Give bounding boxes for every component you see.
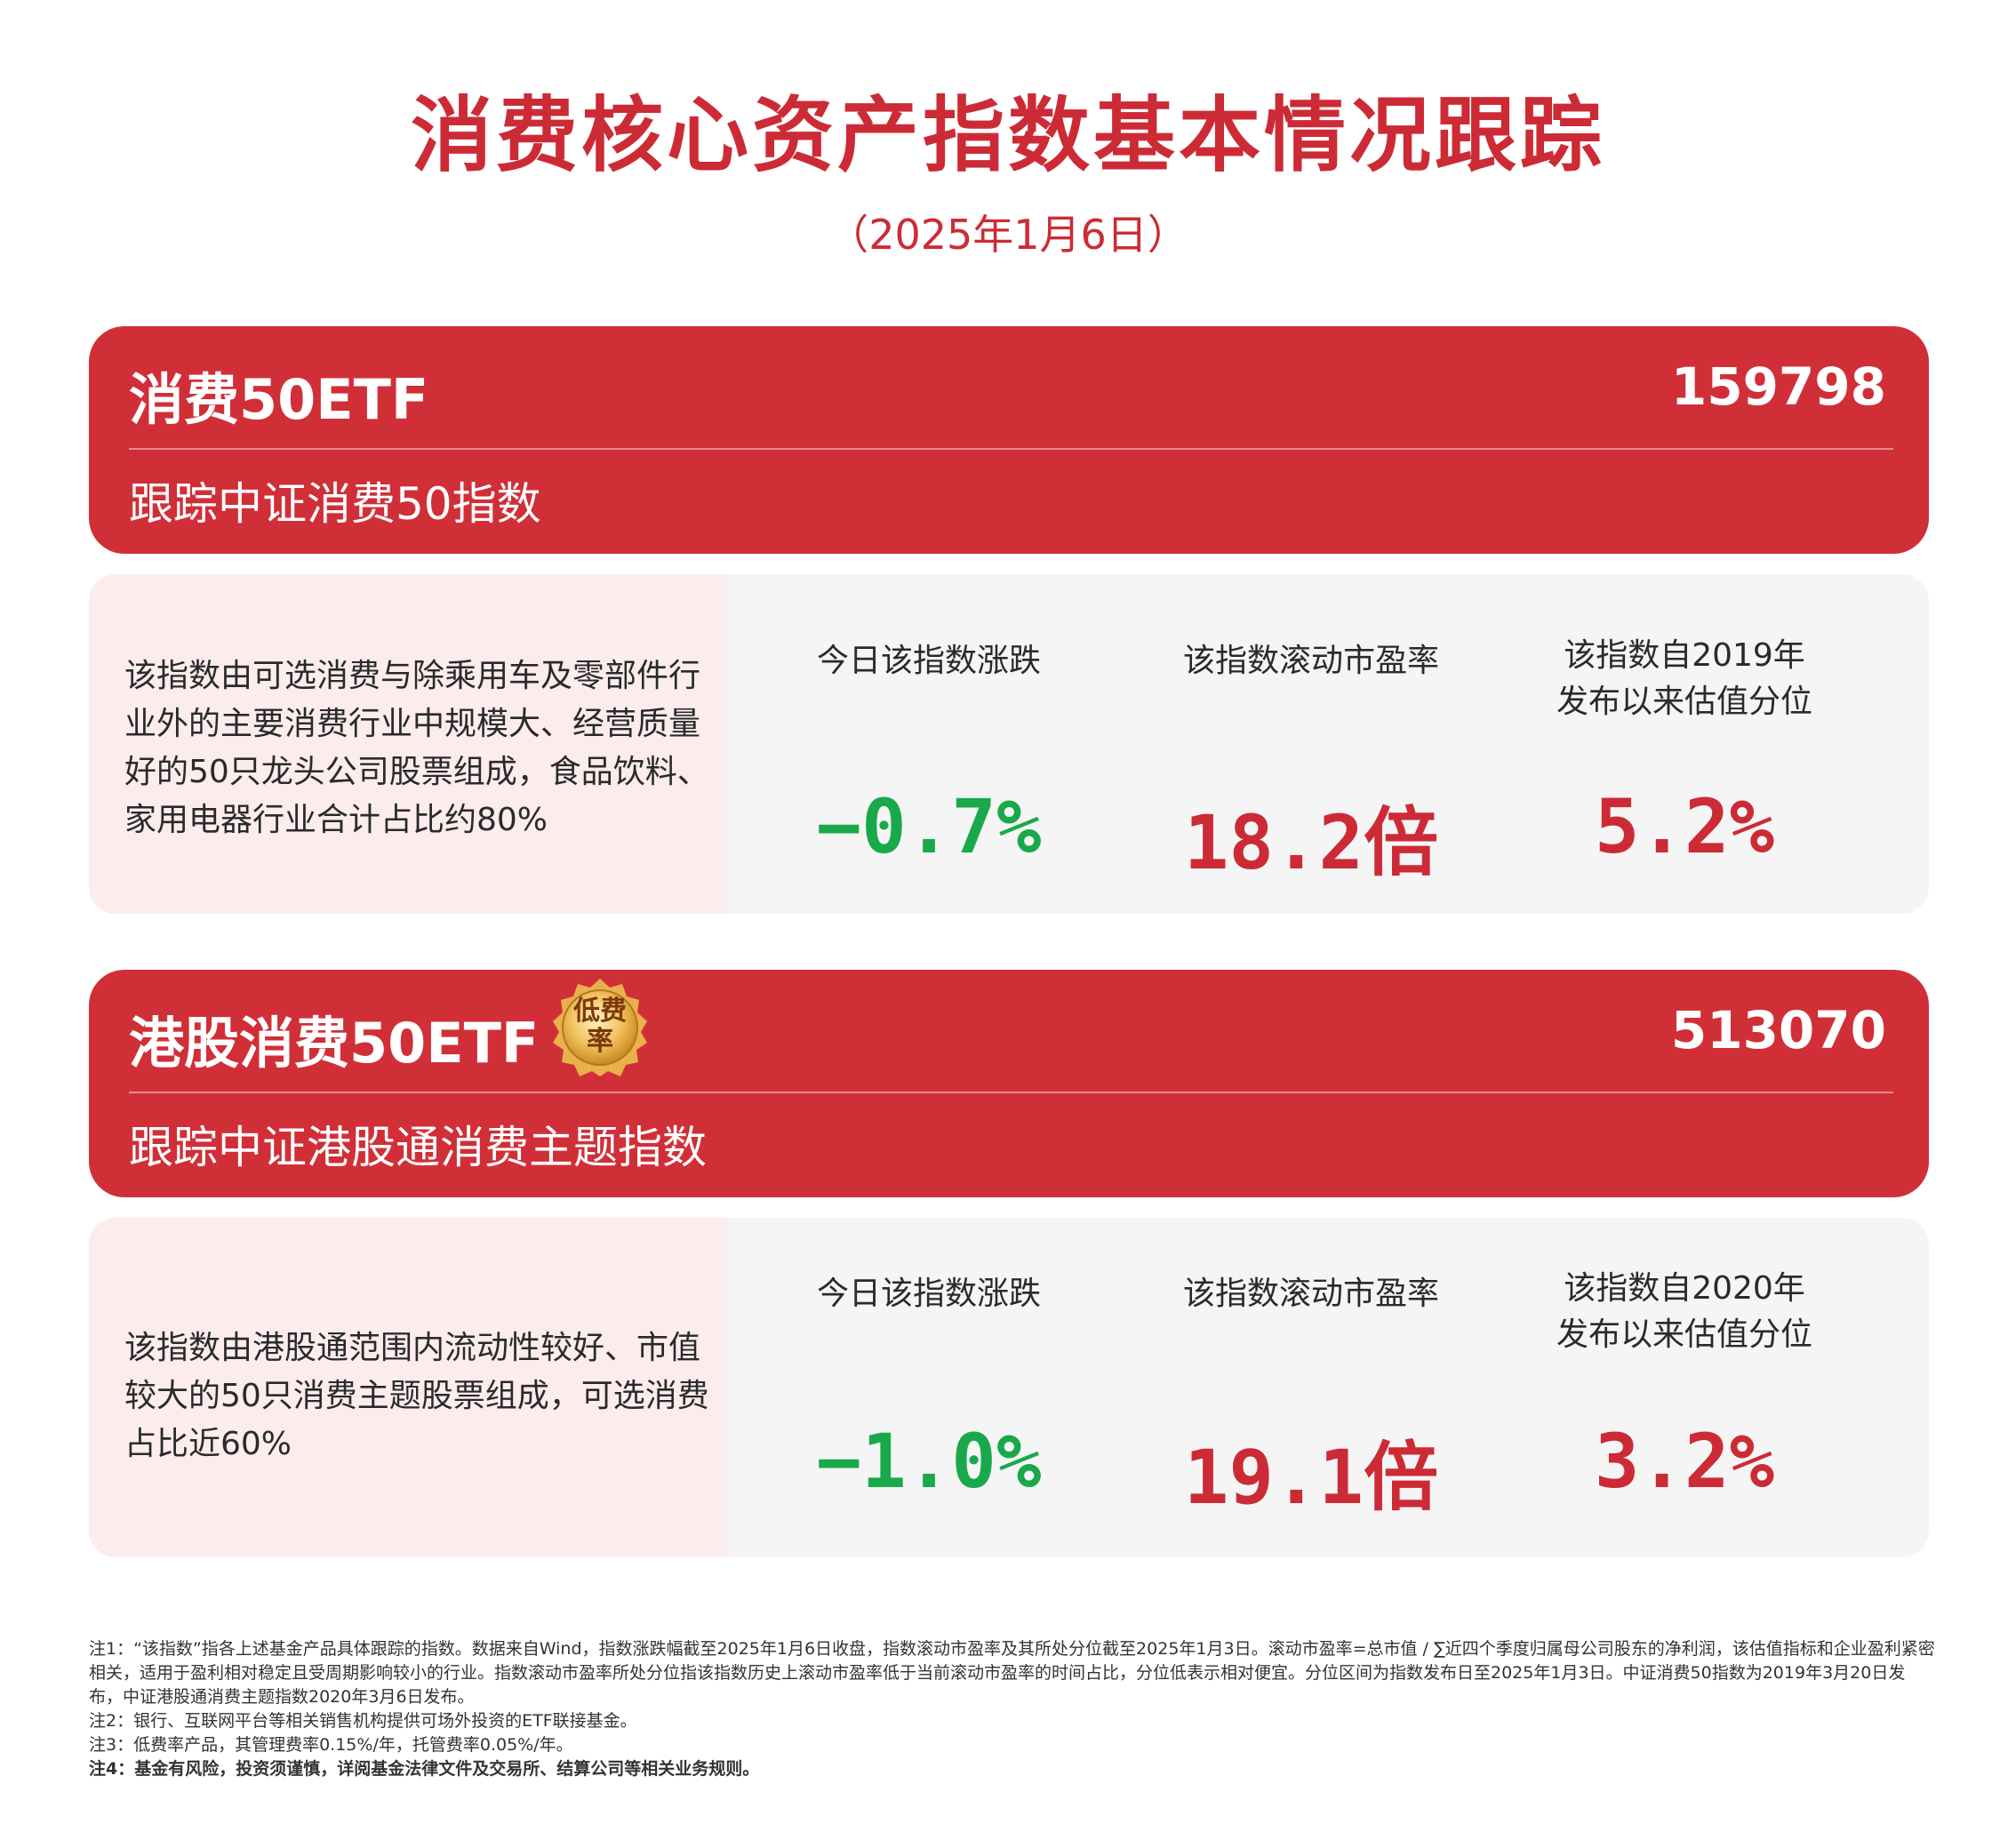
footnotes: 注1：“该指数”指各上述基金产品具体跟踪的指数。数据来自Wind，指数涨跌幅截至…: [89, 1637, 1938, 1781]
footnote-1: 注1：“该指数”指各上述基金产品具体跟踪的指数。数据来自Wind，指数涨跌幅截至…: [89, 1639, 1935, 1707]
fund-info-panel-consumer50: 该指数由可选消费与除乘用车及零部件行业外的主要消费行业中规模大、经营质量好的50…: [89, 574, 1929, 914]
metric-value-change: −0.7%: [816, 783, 1042, 870]
metric-value-pe: 19.1倍: [1183, 1434, 1439, 1521]
seal-icon: [553, 979, 647, 1076]
metric-value-change: −1.0%: [816, 1418, 1042, 1505]
low-fee-badge: 低费率: [549, 977, 651, 1078]
header-divider: [129, 1092, 1893, 1093]
page-title: 消费核心资产指数基本情况跟踪: [410, 88, 1605, 183]
metric-value-pe: 18.2倍: [1183, 799, 1439, 886]
metric-value-percentile: 3.2%: [1594, 1418, 1775, 1505]
metric-label-change: 今日该指数涨跌: [816, 1276, 1041, 1312]
fund-track-index: 跟踪中证消费50指数: [129, 478, 541, 530]
metric-label-pe: 该指数滚动市盈率: [1182, 643, 1439, 679]
fund-track-index: 跟踪中证港股通消费主题指数: [129, 1122, 707, 1173]
badge-label: 低费率: [573, 996, 627, 1057]
metric-label-pe: 该指数滚动市盈率: [1182, 1276, 1439, 1312]
fund-name: 消费50ETF: [129, 367, 429, 432]
fund-code: 513070: [1670, 1000, 1886, 1060]
fund-header-hk-consumer50: 港股消费50ETF 低费率 513070 跟踪中证港股通消费主题指数: [89, 970, 1929, 1197]
fund-name: 港股消费50ETF: [129, 1011, 540, 1076]
footnote-2: 注2：银行、互联网平台等相关销售机构提供可场外投资的ETF联接基金。: [89, 1711, 637, 1731]
description-box: [89, 1218, 727, 1557]
metric-label-change: 今日该指数涨跌: [816, 643, 1041, 679]
index-description: 该指数由可选消费与除乘用车及零部件行业外的主要消费行业中规模大、经营质量好的50…: [124, 658, 709, 838]
fund-code: 159798: [1670, 356, 1886, 417]
metric-value-percentile: 5.2%: [1594, 783, 1775, 870]
description-box: [89, 574, 727, 914]
fund-info-panel-hk-consumer50: 该指数由港股通范围内流动性较好、市值较大的50只消费主题股票组成，可选消费占比近…: [89, 1218, 1929, 1557]
metric-label-percentile: 该指数自2020年发布以来估值分位: [1556, 1270, 1812, 1353]
index-description: 该指数由港股通范围内流动性较好、市值较大的50只消费主题股票组成，可选消费占比近…: [124, 1330, 709, 1462]
page-date: （2025年1月6日）: [828, 211, 1188, 259]
header-divider: [129, 448, 1893, 450]
metric-label-percentile: 该指数自2019年发布以来估值分位: [1556, 637, 1812, 720]
fund-header-consumer50: 消费50ETF 159798 跟踪中证消费50指数: [89, 326, 1929, 554]
footnote-3: 注3：低费率产品，其管理费率0.15%/年，托管费率0.05%/年。: [89, 1735, 573, 1755]
footnote-4-risk-warning: 注4：基金有风险，投资须谨慎，详阅基金法律文件及交易所、结算公司等相关业务规则。: [89, 1759, 760, 1779]
